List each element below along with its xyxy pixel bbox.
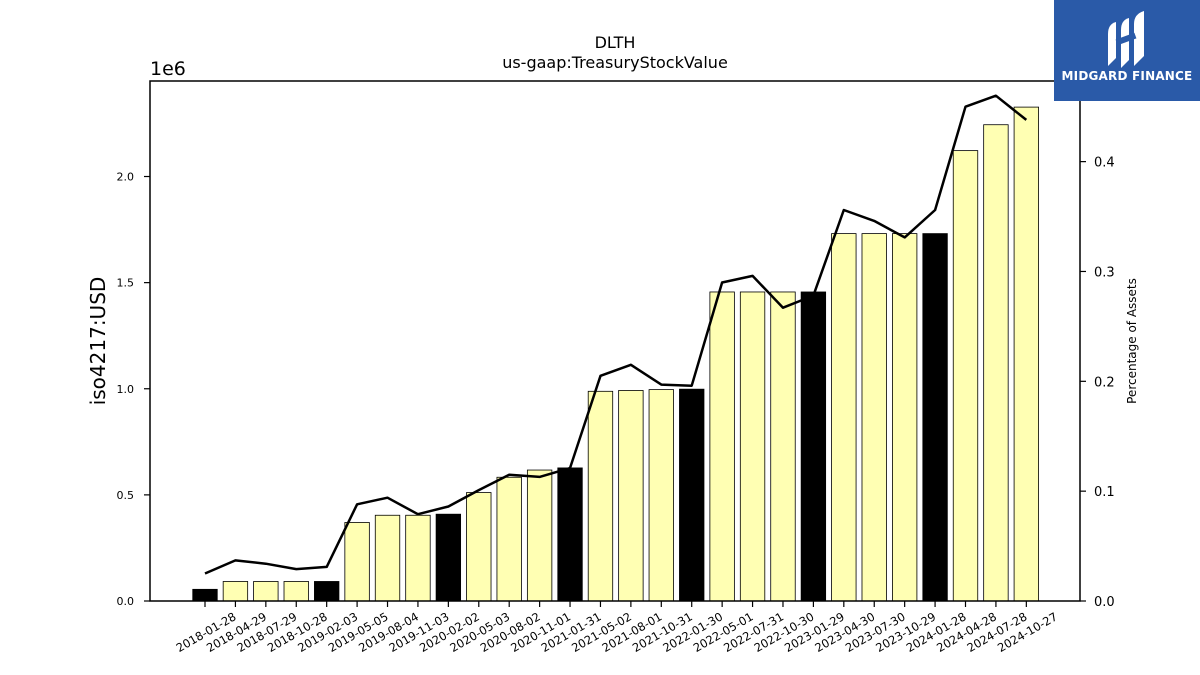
bar-2024-04-28 [952,150,979,602]
bar-2024-10-27 [1013,106,1039,602]
y-tick-label: 2.0 [117,171,135,184]
percentage-line [204,94,1028,575]
y-tick-label: 0.0 [117,595,135,608]
bar-2018-07-29 [253,581,279,602]
y-axis-label: iso4217:USD [86,277,110,406]
x-axis: 2018-01-282018-04-292018-07-292018-10-28… [174,601,1060,655]
bar-2019-08-04 [374,514,401,602]
bar-2022-07-31 [739,291,766,602]
midgard-finance-logo: MIDGARD FINANCE [1054,0,1200,101]
plot-frame [149,80,1081,602]
y-offset-label: 1e6 [150,58,186,80]
y2-tick-label: 0.3 [1094,265,1115,280]
y-tick-label: 1.5 [117,277,135,290]
bar-2024-01-28 [922,233,948,602]
bar-2019-05-05 [344,522,370,602]
bar-2022-01-30 [679,388,705,602]
y2-tick-label: 0.1 [1094,485,1115,500]
chart-subtitle: us-gaap:TreasuryStockValue [502,53,728,72]
bar-2023-07-30 [861,233,887,602]
y-axis-left: 0.0 0.5 1.0 1.5 2.0 [117,171,150,608]
bar-2021-08-01 [618,390,644,602]
bar-2018-04-29 [222,581,249,602]
y2-tick-label: 0.0 [1094,595,1115,610]
y-tick-label: 0.5 [117,489,135,502]
bar-2022-05-01 [709,291,735,602]
bar-2020-05-03 [466,492,492,602]
bar-2020-08-02 [496,476,522,602]
bar-2021-10-31 [648,389,674,602]
bar-2019-11-03 [405,514,431,602]
chart-title: DLTH [595,33,636,52]
bar-2024-07-28 [983,124,1009,602]
y-axis-right: 0.0 0.1 0.2 0.3 0.4 [1080,156,1115,610]
bar-2018-01-28 [192,588,218,602]
bar-2018-10-28 [283,581,309,602]
bar-2023-01-29 [800,291,827,602]
y-tick-label: 1.0 [117,383,135,396]
y2-tick-label: 0.2 [1094,375,1115,390]
bar-2022-10-30 [770,291,796,602]
bar-2021-01-31 [557,467,583,602]
bar-2019-02-03 [314,581,340,602]
bar-2020-11-01 [526,469,553,602]
bars-group [192,106,1039,602]
y2-tick-label: 0.4 [1094,156,1115,171]
logo-mark-icon [1108,11,1144,68]
y2-axis-label: Percentage of Assets [1125,278,1139,404]
bar-2023-10-29 [892,233,918,602]
logo-text: MIDGARD FINANCE [1061,69,1193,83]
bar-2021-05-02 [587,390,614,602]
bar-2023-04-30 [831,233,857,602]
bar-2020-02-02 [435,513,462,602]
